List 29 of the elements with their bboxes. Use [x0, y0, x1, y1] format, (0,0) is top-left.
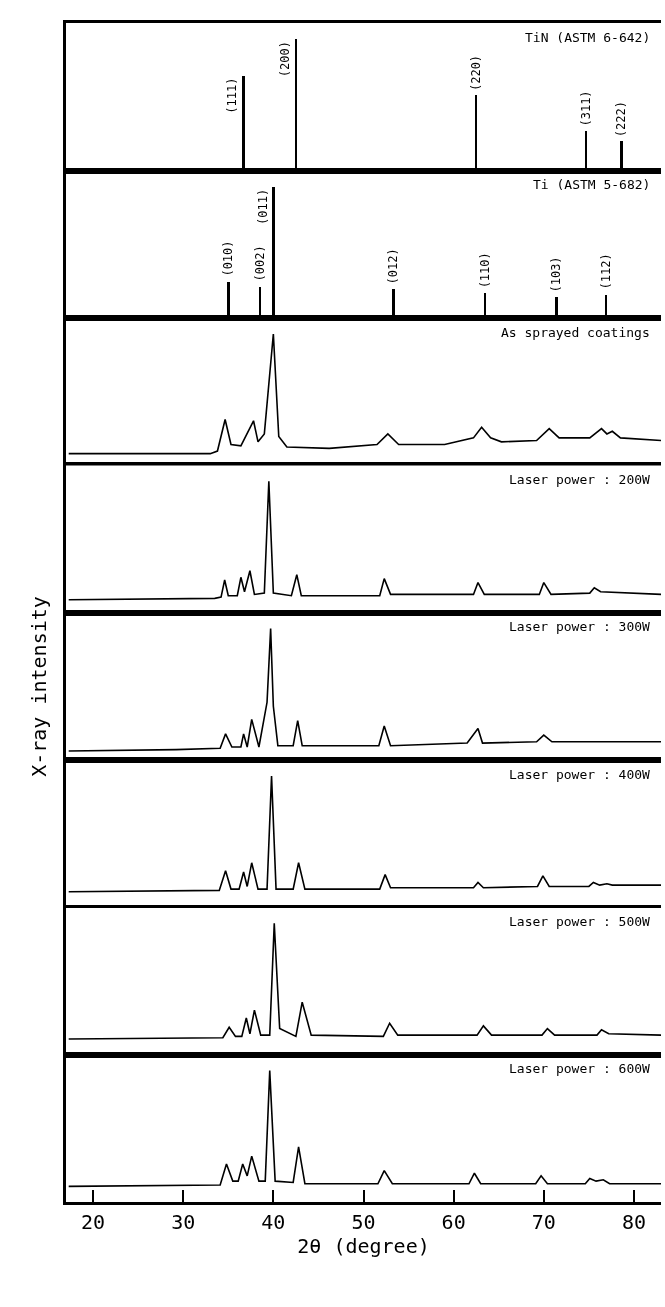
x-tick-label: 40	[261, 1209, 286, 1234]
chart-title: Laser power : 400W	[509, 767, 651, 782]
annotation: (010)	[220, 240, 235, 277]
annotation: (111)	[225, 77, 240, 114]
x-tick-label: 50	[351, 1209, 376, 1234]
annotation: (220)	[469, 54, 484, 92]
chart-title: Laser power : 200W	[509, 472, 651, 487]
annotation: (011)	[255, 188, 270, 225]
annotation: (002)	[253, 245, 268, 282]
x-tick-label: 20	[81, 1209, 106, 1234]
annotation: (012)	[386, 248, 401, 285]
annotation: (103)	[549, 256, 564, 293]
chart-title: Ti (ASTM 5-682)	[533, 177, 651, 192]
annotation: (311)	[578, 90, 593, 127]
annotation: (222)	[614, 101, 629, 138]
chart-title: Laser power : 600W	[509, 1061, 651, 1076]
annotation: (200)	[277, 41, 292, 78]
x-tick-label: 30	[171, 1209, 196, 1234]
x-axis-title: 2θ (degree)	[297, 1233, 430, 1258]
chart-title: TiN (ASTM 6-642)	[525, 30, 651, 45]
chart-title: Laser power : 500W	[509, 914, 651, 929]
annotation: (112)	[598, 253, 613, 290]
annotation: (110)	[478, 252, 493, 289]
x-tick-label: 60	[441, 1209, 466, 1234]
x-tick-label: 80	[621, 1209, 646, 1234]
chart-title: Laser power : 300W	[509, 619, 651, 634]
y-axis-title: X-ray intensity	[26, 596, 51, 777]
chart-title: As sprayed coatings	[501, 325, 650, 340]
x-tick-label: 70	[531, 1209, 556, 1234]
